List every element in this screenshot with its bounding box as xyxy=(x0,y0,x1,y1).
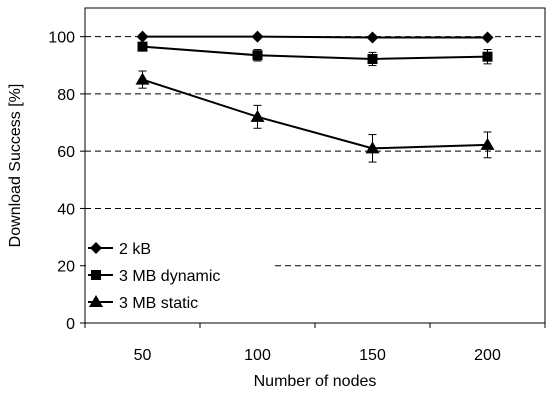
legend-label: 3 MB static xyxy=(119,295,198,312)
data-point xyxy=(481,31,494,44)
y-tick-label: 40 xyxy=(57,201,75,218)
y-tick-label: 0 xyxy=(66,316,75,333)
legend-background xyxy=(86,234,271,316)
y-tick-label: 100 xyxy=(48,30,75,47)
legend-marker xyxy=(90,242,102,254)
data-point xyxy=(480,137,495,150)
data-point xyxy=(366,31,379,44)
x-tick-label: 50 xyxy=(134,347,152,364)
data-point xyxy=(482,51,493,62)
x-tick-label: 100 xyxy=(244,347,271,364)
y-tick-label: 80 xyxy=(57,87,75,104)
y-tick-label: 20 xyxy=(57,259,75,276)
x-tick-label: 150 xyxy=(359,347,386,364)
data-point xyxy=(250,109,265,122)
legend-label: 3 MB dynamic xyxy=(119,268,220,285)
data-point xyxy=(136,30,149,43)
series-line xyxy=(142,35,488,39)
data-point xyxy=(367,53,378,64)
series-3 xyxy=(135,70,495,163)
data-point xyxy=(135,72,150,85)
series-1 xyxy=(136,30,494,44)
series-line xyxy=(142,45,488,60)
data-point xyxy=(251,30,264,43)
series-line xyxy=(142,78,488,150)
x-axis-label: Number of nodes xyxy=(254,373,377,390)
series-2 xyxy=(137,41,493,67)
legend-marker xyxy=(91,270,101,280)
data-point xyxy=(137,41,148,52)
y-axis-label: Download Success [%] xyxy=(7,84,24,248)
legend-marker xyxy=(89,295,103,307)
legend-label: 2 kB xyxy=(119,241,151,258)
x-tick-label: 200 xyxy=(474,347,501,364)
data-point xyxy=(365,141,380,154)
y-tick-label: 60 xyxy=(57,144,75,161)
data-point xyxy=(252,50,263,61)
